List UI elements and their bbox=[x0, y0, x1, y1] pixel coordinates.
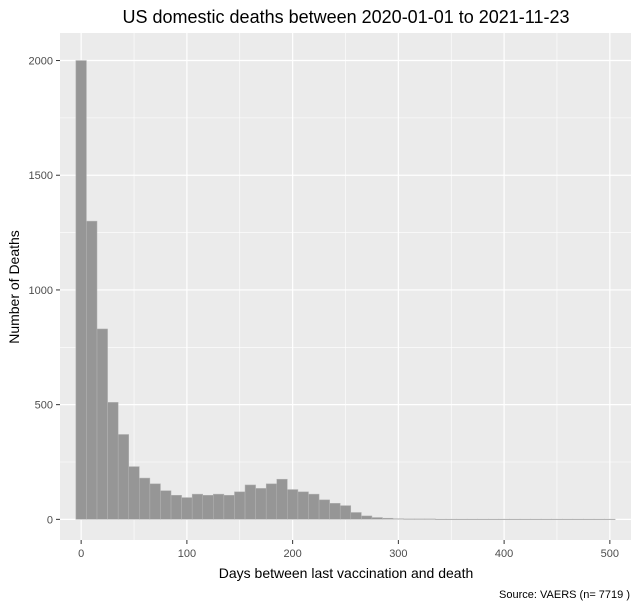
histogram-bars bbox=[75, 60, 616, 520]
histogram-bar bbox=[456, 518, 468, 520]
histogram-bar bbox=[265, 483, 278, 520]
histogram-bar bbox=[297, 491, 309, 520]
histogram-bar bbox=[318, 499, 330, 520]
histogram-bar bbox=[445, 518, 457, 520]
y-axis-title: Number of Deaths bbox=[6, 230, 22, 344]
histogram-bar bbox=[329, 503, 341, 520]
histogram-bar bbox=[202, 495, 214, 520]
x-tick-label: 300 bbox=[389, 548, 407, 560]
histogram-bar bbox=[488, 518, 500, 520]
histogram-bar bbox=[382, 517, 394, 520]
y-axis-ticks: 0 500 1000 1500 2000 bbox=[29, 56, 60, 526]
histogram-bar bbox=[392, 518, 404, 520]
histogram-bar bbox=[75, 60, 87, 520]
histogram-bar bbox=[160, 490, 172, 520]
histogram-bar bbox=[170, 495, 182, 520]
histogram-bar bbox=[244, 484, 256, 520]
x-tick-label: 100 bbox=[178, 548, 196, 560]
histogram-bar bbox=[213, 493, 225, 520]
histogram-bar bbox=[234, 491, 246, 520]
histogram-bar bbox=[466, 518, 478, 520]
histogram-bar bbox=[583, 518, 595, 520]
y-tick-label: 0 bbox=[47, 514, 53, 526]
histogram-bar bbox=[435, 518, 447, 520]
x-tick-label: 200 bbox=[283, 548, 301, 560]
histogram-bar bbox=[593, 518, 605, 520]
histogram-bar bbox=[361, 515, 373, 520]
histogram-bar bbox=[287, 489, 299, 520]
histogram-bar bbox=[572, 518, 584, 520]
histogram-bar bbox=[96, 328, 108, 520]
histogram-bar bbox=[223, 495, 235, 520]
histogram-bar bbox=[424, 518, 436, 520]
histogram-bar bbox=[403, 518, 415, 520]
histogram-bar bbox=[498, 518, 510, 520]
histogram-bar bbox=[86, 220, 98, 520]
y-tick-label: 1500 bbox=[29, 170, 53, 182]
source-caption: Source: VAERS (n= 7719 ) bbox=[499, 589, 630, 601]
x-axis-ticks: 0 100 200 300 400 500 bbox=[78, 540, 619, 560]
histogram-bar bbox=[276, 478, 288, 520]
histogram-bar bbox=[562, 518, 574, 520]
histogram-bar bbox=[308, 493, 320, 520]
histogram-bar bbox=[519, 518, 531, 520]
histogram-bar bbox=[181, 497, 193, 520]
x-tick-label: 400 bbox=[495, 548, 513, 560]
histogram-bar bbox=[509, 518, 521, 520]
histogram-bar bbox=[371, 517, 383, 520]
histogram-bar bbox=[107, 402, 119, 520]
histogram-bar bbox=[149, 483, 161, 520]
x-tick-label: 500 bbox=[601, 548, 619, 560]
x-axis-title: Days between last vaccination and death bbox=[219, 565, 474, 581]
minor-gridlines bbox=[60, 33, 631, 540]
histogram-bar bbox=[530, 518, 542, 520]
chart-title: US domestic deaths between 2020-01-01 to… bbox=[123, 7, 570, 27]
histogram-bar bbox=[350, 512, 362, 520]
histogram-bar bbox=[551, 518, 563, 520]
histogram-bar bbox=[540, 518, 552, 520]
y-tick-label: 2000 bbox=[29, 56, 53, 68]
histogram-bar bbox=[477, 518, 489, 520]
histogram-bar bbox=[604, 518, 616, 520]
y-tick-label: 1000 bbox=[29, 285, 53, 297]
histogram-bar bbox=[191, 493, 203, 520]
histogram-bar bbox=[339, 505, 352, 520]
histogram-bar bbox=[255, 488, 267, 520]
histogram-bar bbox=[413, 518, 426, 520]
x-tick-label: 0 bbox=[78, 548, 84, 560]
histogram-bar bbox=[117, 434, 129, 520]
histogram-bar bbox=[128, 466, 140, 520]
histogram-bar bbox=[139, 477, 151, 520]
y-tick-label: 500 bbox=[35, 400, 53, 412]
